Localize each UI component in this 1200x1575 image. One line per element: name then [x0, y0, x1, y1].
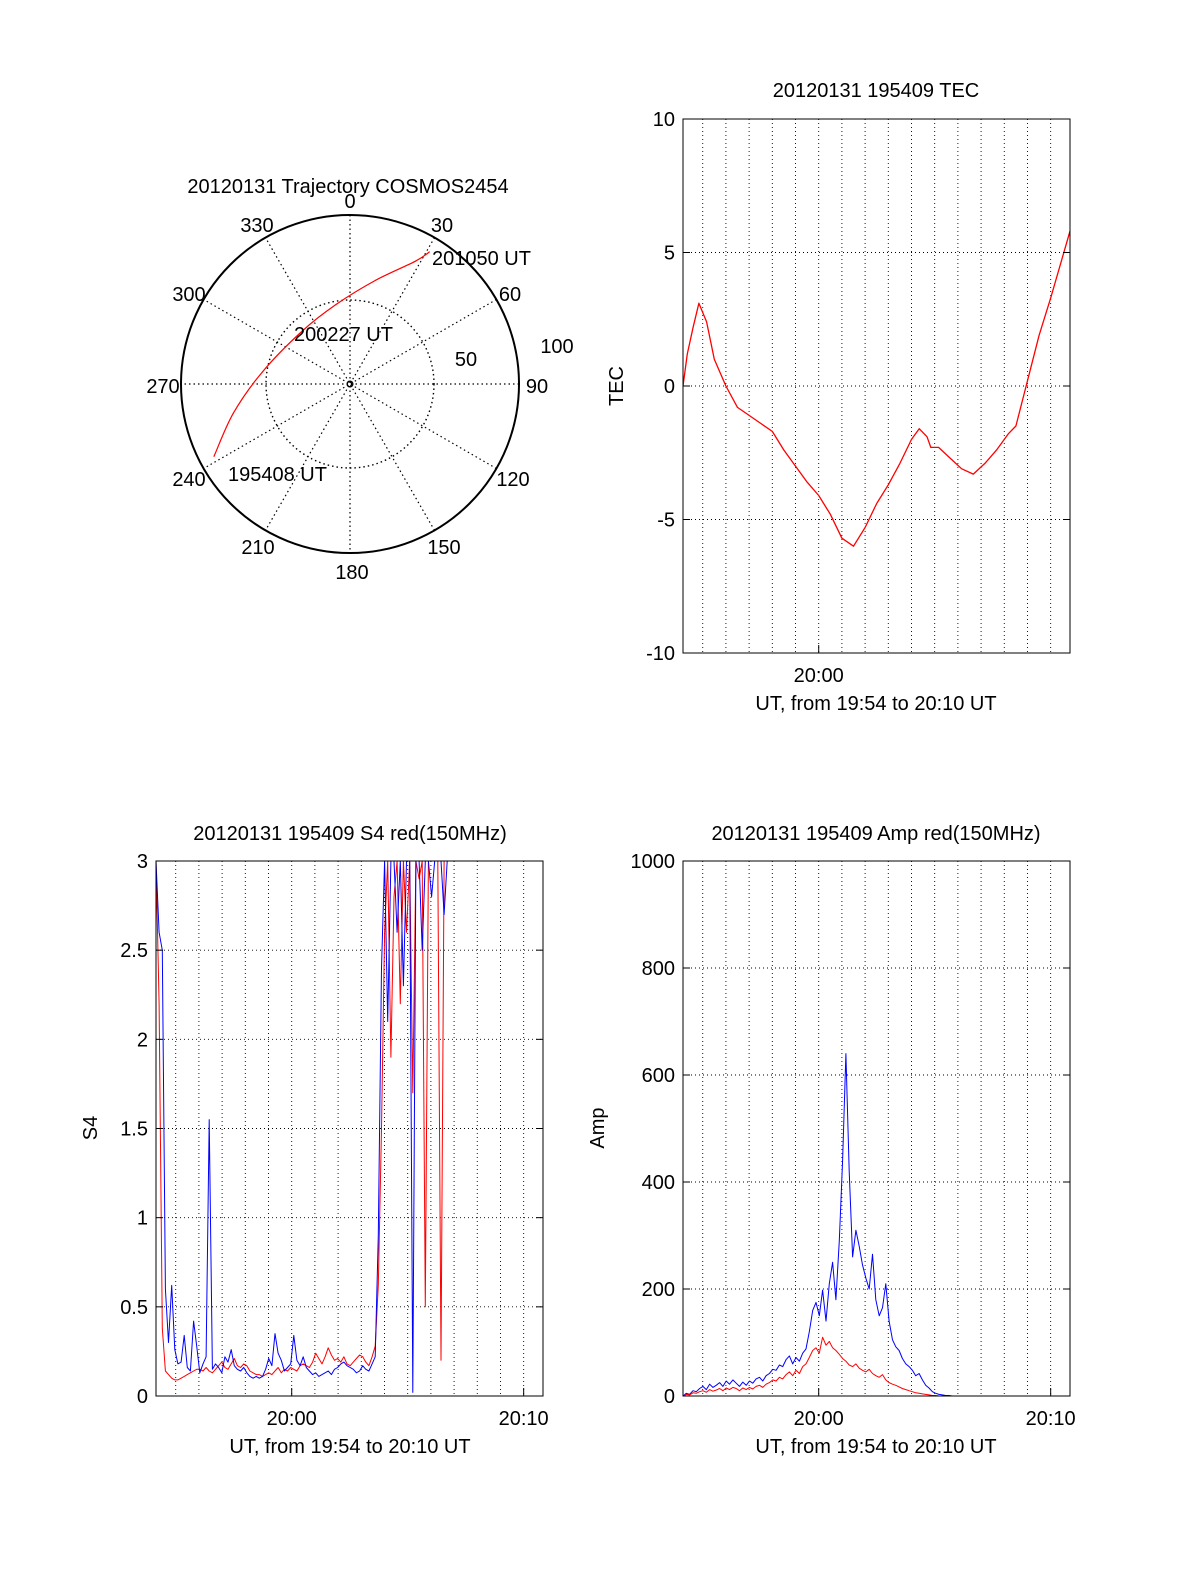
s4-xtick-label: 20:10 — [499, 1408, 549, 1430]
az-label-300: 300 — [172, 284, 205, 306]
s4-grid — [156, 861, 543, 1396]
tec-y-ticks: 10 5 0 -5 -10 — [646, 109, 1070, 665]
tec-ylabel: TEC — [606, 366, 628, 406]
tec-ytick-label: -10 — [646, 643, 675, 665]
tec-xtick-label: 20:00 — [794, 665, 844, 687]
s4-ytick-label: 2 — [137, 1029, 148, 1051]
amp-y-ticks: 1000 800 600 400 200 0 — [631, 851, 1070, 1408]
az-label-150: 150 — [427, 537, 460, 559]
az-label-240: 240 — [172, 469, 205, 491]
trajectory-panel: 20120131 Trajectory COSMOS2454 0 30 60 9… — [146, 176, 573, 584]
tec-x-ticks: 20:00 — [794, 645, 844, 687]
amp-series-line-0 — [683, 1053, 1066, 1396]
trajectory-azimuth-labels: 0 30 60 90 120 150 180 210 240 270 300 3… — [146, 191, 548, 584]
tec-title: 20120131 195409 TEC — [773, 80, 979, 102]
s4-ytick-label: 2.5 — [120, 940, 148, 962]
tec-series-line-0 — [683, 230, 1070, 547]
amp-title: 20120131 195409 Amp red(150MHz) — [711, 823, 1040, 845]
tec-ytick-label: 5 — [664, 243, 675, 265]
az-label-270: 270 — [146, 376, 179, 398]
az-label-60: 60 — [499, 284, 521, 306]
az-label-330: 330 — [240, 215, 273, 237]
az-label-0: 0 — [344, 191, 355, 213]
amp-grid — [683, 861, 1070, 1396]
az-label-210: 210 — [241, 537, 274, 559]
amp-ytick-label: 0 — [664, 1386, 675, 1408]
amp-series — [683, 1053, 1069, 1396]
trajectory-line — [213, 251, 430, 457]
radius-label-50: 50 — [455, 349, 477, 371]
trajectory-mid-label: 200227 UT — [294, 324, 393, 346]
s4-ytick-label: 1.5 — [120, 1119, 148, 1141]
tec-grid — [683, 119, 1070, 653]
s4-ytick-label: 1 — [137, 1208, 148, 1230]
tec-xlabel: UT, from 19:54 to 20:10 UT — [755, 693, 996, 715]
s4-series — [156, 861, 448, 1393]
az-label-90: 90 — [526, 376, 548, 398]
amp-ylabel: Amp — [587, 1107, 609, 1148]
s4-ytick-label: 0 — [137, 1386, 148, 1408]
tec-ytick-label: 0 — [664, 376, 675, 398]
amp-xtick-label: 20:10 — [1026, 1408, 1076, 1430]
tec-ytick-label: -5 — [657, 510, 675, 532]
amp-ytick-label: 400 — [642, 1172, 675, 1194]
trajectory-start-label: 195408 UT — [228, 464, 327, 486]
s4-ytick-label: 0.5 — [120, 1297, 148, 1319]
s4-series-line-0 — [156, 861, 448, 1381]
amp-ytick-label: 1000 — [631, 851, 676, 873]
amp-panel: 20120131 195409 Amp red(150MHz) 1000 800 6… — [587, 823, 1076, 1458]
radius-label-100: 100 — [540, 336, 573, 358]
amp-ytick-label: 200 — [642, 1279, 675, 1301]
az-label-30: 30 — [431, 215, 453, 237]
tec-ytick-label: 10 — [653, 109, 675, 131]
s4-x-ticks: 20:00 20:10 — [267, 1388, 549, 1430]
amp-ytick-label: 600 — [642, 1065, 675, 1087]
tec-panel: 20120131 195409 TEC 10 5 0 -5 -10 20:00 UT, … — [606, 80, 1071, 715]
amp-xlabel: UT, from 19:54 to 20:10 UT — [755, 1436, 996, 1458]
s4-panel: 20120131 195409 S4 red(150MHz) 3 2.5 2 1.5 1… — [80, 823, 549, 1458]
amp-x-ticks: 20:00 20:10 — [794, 1388, 1076, 1430]
trajectory-end-label: 201050 UT — [432, 248, 531, 270]
s4-ylabel: S4 — [80, 1116, 102, 1140]
s4-y-ticks: 3 2.5 2 1.5 1 0.5 0 — [120, 851, 543, 1408]
az-label-180: 180 — [335, 562, 368, 584]
trajectory-title: 20120131 Trajectory COSMOS2454 — [187, 176, 508, 198]
amp-xtick-label: 20:00 — [794, 1408, 844, 1430]
s4-series-line-1 — [156, 861, 448, 1393]
s4-ytick-label: 3 — [137, 851, 148, 873]
amp-frame — [682, 860, 1071, 1397]
tec-series — [683, 230, 1070, 547]
amp-series-line-1 — [683, 1336, 1069, 1396]
s4-xtick-label: 20:00 — [267, 1408, 317, 1430]
s4-xlabel: UT, from 19:54 to 20:10 UT — [229, 1436, 470, 1458]
az-label-120: 120 — [496, 469, 529, 491]
s4-title: 20120131 195409 S4 red(150MHz) — [193, 823, 507, 845]
amp-ytick-label: 800 — [642, 958, 675, 980]
